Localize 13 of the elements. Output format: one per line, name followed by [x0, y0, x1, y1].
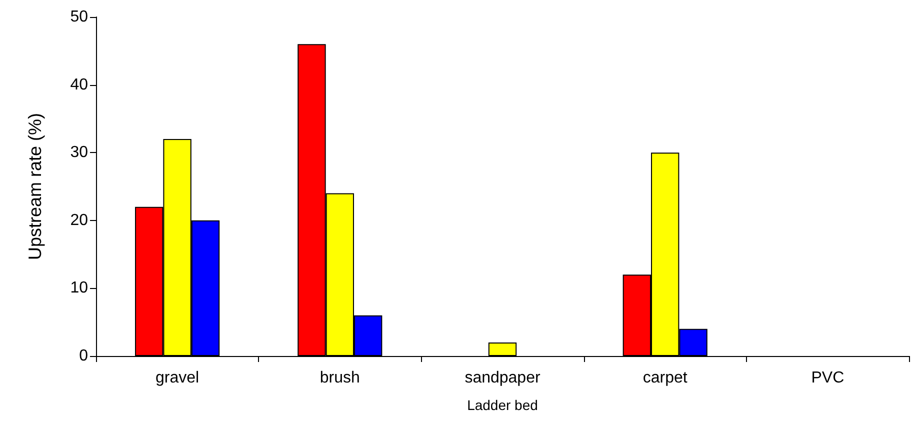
y-tick-label: 20 — [70, 212, 88, 229]
y-axis-title: Upstream rate (%) — [25, 112, 45, 260]
x-tick-label: brush — [320, 370, 360, 386]
x-tick-label: carpet — [642, 370, 688, 386]
x-tick-label: gravel — [156, 370, 200, 386]
y-tick-label: 10 — [70, 280, 88, 297]
y-tick-label: 40 — [70, 76, 88, 94]
x-tick-label: sandpaper — [464, 370, 541, 386]
y-tick-label: 50 — [70, 8, 88, 26]
x-tick-label: PVC — [811, 370, 844, 386]
x-axis-title: Ladder bed — [467, 397, 538, 413]
y-tick-label: 0 — [79, 348, 88, 364]
y-tick-label: 30 — [70, 144, 88, 162]
